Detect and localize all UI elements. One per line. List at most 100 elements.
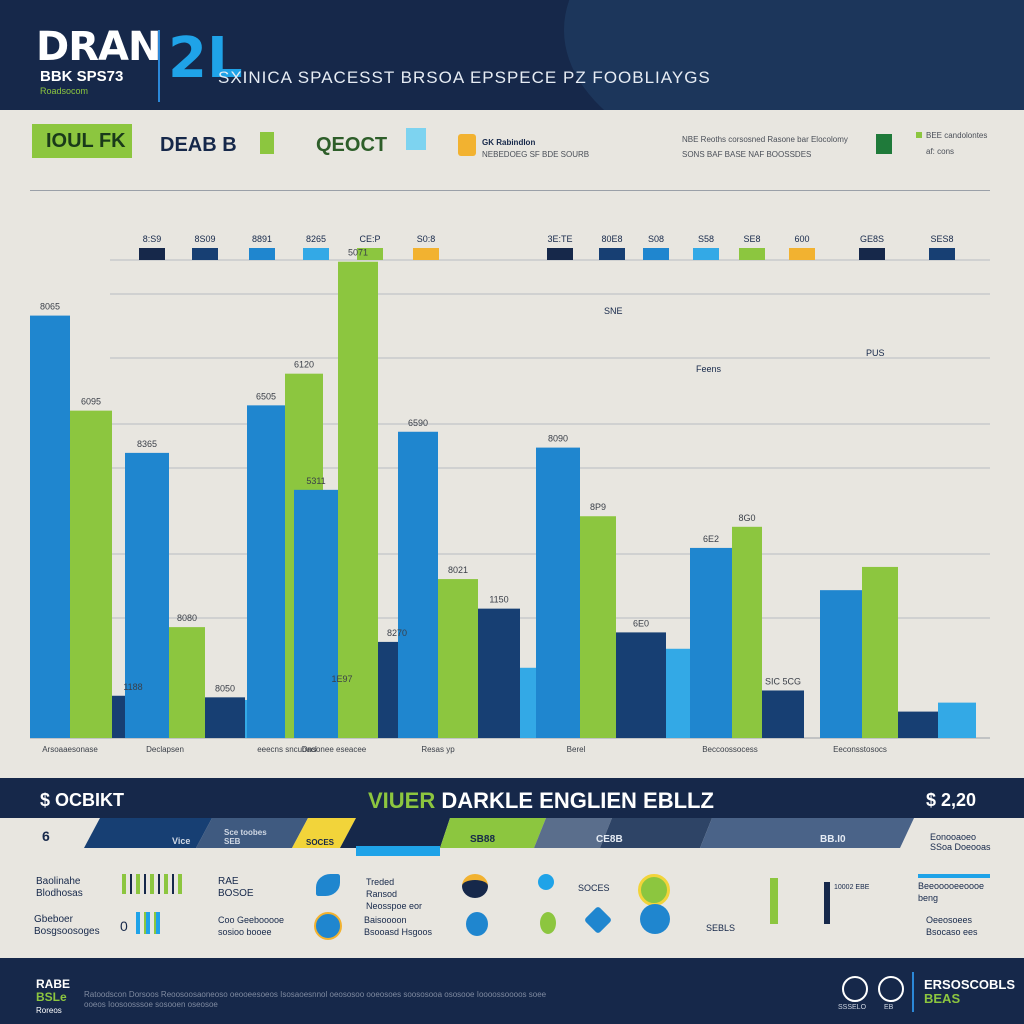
footer-brand-line3: Roreos xyxy=(36,1006,62,1015)
mini-vertical-bar-navy xyxy=(824,882,830,924)
strip-segment-3 xyxy=(292,818,356,848)
strip-segment-8 xyxy=(700,818,914,848)
bottom-label-4: Coo Geebooooe sosioo booee xyxy=(218,915,285,937)
bar-g0-s1 xyxy=(70,410,112,738)
footer-divider xyxy=(912,972,914,1012)
band-title-rest: DARKLE ENGLIEN EBLLZ xyxy=(441,788,714,813)
bar-value-label: 8080 xyxy=(177,613,197,623)
top-tile-swatch xyxy=(357,248,383,260)
certification-icon xyxy=(842,976,868,1002)
bar-g1-s1 xyxy=(169,627,205,738)
mini-bar-cluster-2 xyxy=(136,912,164,934)
bottom-label-2: Gbeboer Bosgsoosoges xyxy=(34,914,100,937)
bottom-value-3: SEBLS xyxy=(706,923,736,933)
top-tile-swatch xyxy=(599,248,625,260)
top-tile-label: 8265 xyxy=(306,234,326,244)
strip-segment-2 xyxy=(196,818,308,848)
pie-icon xyxy=(462,874,488,898)
strip-tab-6: BB.I0 xyxy=(820,834,846,845)
top-tile-swatch xyxy=(929,248,955,260)
top-tile-label: 8:S9 xyxy=(143,234,162,244)
bar-value-label: 5311 xyxy=(306,476,325,486)
strip-segment-5 xyxy=(440,818,546,848)
bar-value-label: 8P9 xyxy=(590,502,606,512)
band-left-text: $ OCBIKT xyxy=(40,790,125,810)
bottom-accent-line xyxy=(918,874,990,878)
summary-band xyxy=(0,778,1024,818)
strip-segment-7 xyxy=(600,818,712,848)
bar-g5-s0 xyxy=(536,447,580,738)
segment-strip xyxy=(84,818,914,856)
bar-value-label: 6095 xyxy=(81,397,101,407)
strip-tab-3: SOCES xyxy=(306,838,335,847)
bar-value-label: 6E2 xyxy=(703,534,719,544)
bar-g7-s3 xyxy=(938,702,976,738)
bar-g0-s0 xyxy=(30,315,70,738)
bottom-label-6: Baisoooon Bsooasd Hsgoos xyxy=(364,915,433,937)
top-tile-label: 8891 xyxy=(252,234,272,244)
legend-right-line2: SONS BAF BASE NAF BOOSSDES xyxy=(682,150,812,159)
footer-right-line2: BEAS xyxy=(924,991,961,1006)
bar-value-label: 6505 xyxy=(256,391,276,401)
top-tile-label: S58 xyxy=(698,234,714,244)
badge-icon xyxy=(640,904,670,934)
legend-item-1: IOUL FK xyxy=(32,124,132,158)
strip-segment-4 xyxy=(340,818,450,848)
bar-value-label: 5071 xyxy=(348,248,368,258)
side-note: Feens xyxy=(696,364,722,374)
bar-value-label: 1E97 xyxy=(331,674,352,684)
shield-icon xyxy=(458,134,476,156)
footer-right-line1: ERSOSCOBLS xyxy=(924,977,1016,992)
bottom-label-8: Beeooooeeoooe beng xyxy=(918,881,985,903)
bar-g1-s0 xyxy=(125,452,169,738)
footer-brand-line1: RABE xyxy=(36,977,71,991)
bottom-label-3: RAE BOSOE xyxy=(218,876,254,899)
bottom-label-1: Baolinahe Blodhosas xyxy=(36,876,83,899)
bar-g1-s2 xyxy=(205,697,245,738)
band-title-highlight: VIUER xyxy=(368,788,436,813)
top-tile-swatch xyxy=(303,248,329,260)
strip-tab-5: CE8B xyxy=(596,834,623,845)
top-tile-swatch xyxy=(693,248,719,260)
legend-right-key1: BEE candolontes xyxy=(926,131,988,140)
bar-g7-s1 xyxy=(862,566,898,738)
bar-value-label: SIC 5CG xyxy=(765,676,801,686)
bottom-value-2: SOCES xyxy=(578,883,610,893)
top-tile-swatch xyxy=(249,248,275,260)
bar-value-label: 8365 xyxy=(137,439,157,449)
bar-g4-s2 xyxy=(478,608,520,738)
bar-g6-s0 xyxy=(690,547,732,738)
top-tile-swatch xyxy=(139,248,165,260)
category-label: Eeconsstosocs xyxy=(833,745,887,754)
footer-icon-label-1: SSSELO xyxy=(838,1004,867,1011)
header-big-number: 2L xyxy=(168,26,243,91)
top-tile-swatch xyxy=(643,248,669,260)
bar-g5-s1 xyxy=(580,516,616,738)
top-tile-swatch xyxy=(547,248,573,260)
legend-right-line1: NBE Reoths corsosned Rasone bar Elocolom… xyxy=(682,135,848,144)
legend-note-a: GK Rabindlon xyxy=(482,138,536,147)
bar-g6-s2 xyxy=(762,690,804,738)
bar-value-label: 8021 xyxy=(448,565,468,575)
legend-note-b: NEBEDOEG SF BDE SOURB xyxy=(482,150,590,159)
bottom-label-7: 10002 EBE xyxy=(834,884,870,891)
strip-segment-6 xyxy=(534,818,612,848)
bottom-label-5: Treded Ransod Neosspoe eor xyxy=(366,877,423,911)
footer-text: Ratoodscon Dorsoos Reoosoosaoneoso oeooe… xyxy=(84,990,547,1009)
top-tile-swatch xyxy=(192,248,218,260)
bar-g5-s2 xyxy=(616,632,666,738)
top-tile-label: 3E:TE xyxy=(547,234,572,244)
bar-g4-s0 xyxy=(398,431,438,738)
bar-g3-s0 xyxy=(294,489,338,738)
page-title: SXINICA SPACESST BRSOA EPSPECE PZ FOOBLI… xyxy=(218,68,711,87)
header-glow xyxy=(564,0,1024,110)
leaf-icon xyxy=(316,874,340,896)
header-bar xyxy=(0,0,1024,110)
top-tile-swatch xyxy=(739,248,765,260)
chart-pie-icon xyxy=(638,874,670,906)
strip-tab-2: Sce toobes SEB xyxy=(224,828,267,846)
bar-g4-s1 xyxy=(438,579,478,738)
category-label: eeecns sncuoacl xyxy=(257,745,317,754)
band-title: VIUER DARKLE ENGLIEN EBLLZ xyxy=(368,788,714,814)
footer-brand: RABE BSLe Roreos xyxy=(36,978,70,1017)
